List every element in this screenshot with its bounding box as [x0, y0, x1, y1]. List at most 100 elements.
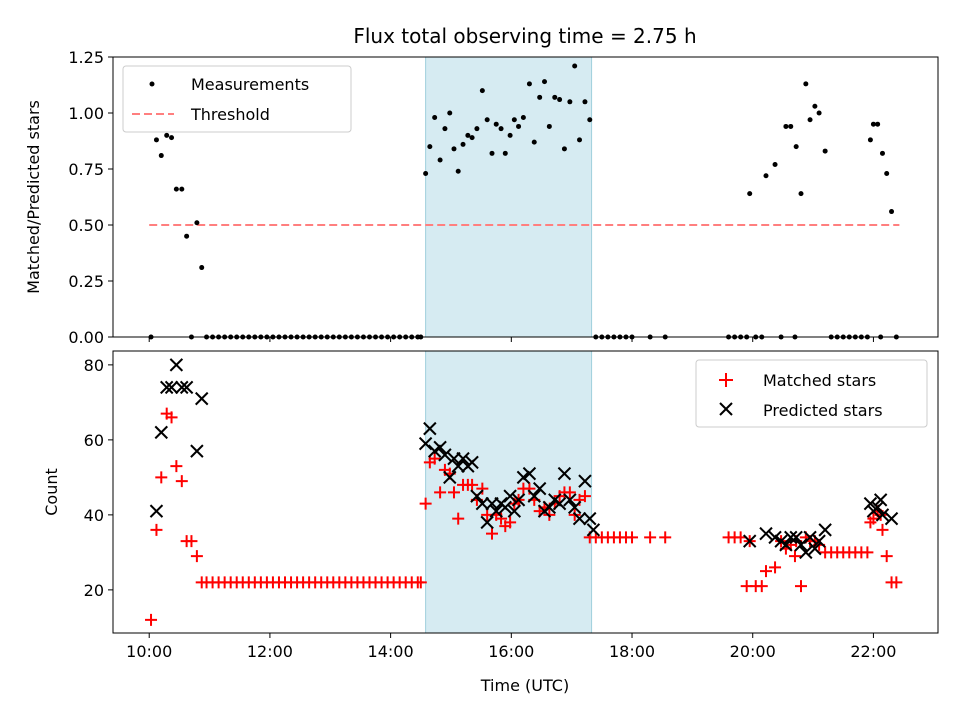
measurement-point: [164, 132, 170, 138]
predicted-star-point: [149, 504, 164, 518]
top-plot-frame: [112, 56, 939, 338]
predicted-star-point: [160, 380, 174, 395]
predicted-star-point: [489, 504, 503, 518]
x-tick-label: 12:00: [247, 642, 293, 661]
predicted-star-point: [532, 481, 547, 496]
matched-star-point: [880, 550, 893, 563]
measurement-point: [493, 121, 499, 127]
measurement-point: [451, 146, 457, 152]
observing-span-rect: [425, 56, 593, 338]
x-tick-label: 18:00: [609, 642, 655, 661]
top-x-ticks: [148, 337, 874, 342]
predicted-star-point: [423, 421, 437, 436]
x-tick-label: 14:00: [368, 642, 414, 661]
predicted-star-point: [433, 440, 447, 455]
measurement-point: [561, 146, 567, 152]
x-tick-label: 10:00: [126, 642, 172, 661]
measurement-point: [474, 126, 480, 132]
predicted-star-point: [808, 541, 822, 556]
measurement-point: [516, 123, 522, 129]
predicted-star-point: [175, 380, 189, 395]
predicted-star-point: [803, 530, 817, 545]
y-tick-label: 0.50: [68, 216, 104, 235]
measurement-point: [199, 265, 205, 271]
predicted-stars-series: [149, 358, 899, 560]
y-tick-label: 0.00: [68, 328, 104, 347]
top-y-ticks: 0.00 0.25 0.50 0.75 1.00 1.25: [68, 48, 113, 347]
predicted-star-point: [465, 455, 479, 470]
matched-star-point: [876, 523, 889, 536]
matched-star-point: [175, 475, 188, 488]
y-tick-label: 40: [84, 506, 104, 525]
matched-star-point: [170, 460, 183, 473]
predicted-star-point: [470, 489, 484, 503]
measurement-point: [803, 81, 809, 87]
matched-star-point: [644, 531, 657, 544]
y-tick-label: 0.25: [68, 272, 104, 291]
measurement-point: [179, 186, 185, 192]
measurement-point: [484, 117, 490, 123]
measurement-point: [884, 170, 890, 176]
predicted-star-point: [789, 530, 803, 545]
matched-star-point: [190, 550, 203, 563]
measurement-point: [747, 191, 753, 197]
y-tick-label: 20: [84, 581, 104, 600]
predicted-star-point: [557, 466, 572, 481]
measurement-point: [498, 126, 504, 132]
predicted-star-point: [784, 530, 798, 545]
measurement-point: [807, 117, 813, 123]
y-tick-label: 0.75: [68, 160, 104, 179]
matched-star-point: [890, 576, 903, 589]
measurement-point: [447, 110, 453, 116]
matched-star-point: [755, 580, 768, 593]
measurement-point: [526, 81, 532, 87]
predicted-star-point: [563, 493, 577, 507]
predicted-star-point: [583, 511, 597, 526]
predicted-star-point: [870, 500, 885, 515]
y-tick-label: 1.00: [68, 104, 104, 123]
predicted-star-point: [818, 523, 832, 537]
predicted-star-point: [511, 493, 526, 507]
top-legend: Measurements Threshold: [122, 65, 352, 133]
measurement-point: [816, 110, 822, 116]
measurement-point: [822, 148, 828, 154]
predicted-star-point: [875, 508, 890, 522]
predicted-star-point: [451, 459, 465, 473]
measurement-point: [889, 209, 895, 215]
x-tick-label: 16:00: [488, 642, 534, 661]
measurement-point: [479, 88, 485, 94]
predicted-star-point: [578, 474, 592, 488]
predicted-star-point: [480, 515, 494, 530]
predicted-star-point: [169, 358, 184, 372]
x-axis-label: Time (UTC): [480, 676, 569, 695]
measurement-point: [788, 123, 794, 129]
predicted-star-point: [164, 380, 179, 395]
predicted-star-point: [438, 448, 452, 462]
matched-star-point: [563, 486, 576, 499]
matched-star-point: [504, 516, 517, 529]
predicted-star-point: [742, 534, 757, 548]
measurement-point: [793, 144, 799, 150]
measurement-point: [184, 233, 190, 239]
legend-threshold-label: Threshold: [190, 105, 270, 124]
predicted-star-point: [498, 500, 512, 515]
predicted-star-point: [572, 511, 587, 526]
matched-star-point: [145, 613, 158, 626]
top-chart-title: Flux total observing time = 2.75 h: [353, 24, 696, 48]
matched-star-point: [476, 482, 489, 495]
matched-star-point: [659, 531, 672, 544]
legend-predicted-marker: [719, 402, 733, 416]
matched-star-point: [452, 512, 465, 525]
measurement-point: [572, 63, 578, 69]
predicted-star-point: [799, 545, 813, 560]
legend-predicted-label: Predicted stars: [763, 401, 883, 420]
observing-span-shade: [425, 56, 593, 338]
measurement-point: [469, 135, 475, 141]
measurement-point: [546, 123, 552, 129]
measurement-point: [432, 114, 438, 120]
measurement-point: [577, 137, 583, 143]
matched-star-point: [769, 561, 782, 574]
measurement-point: [423, 170, 429, 176]
measurement-point: [520, 114, 526, 120]
measurement-point: [798, 191, 804, 197]
